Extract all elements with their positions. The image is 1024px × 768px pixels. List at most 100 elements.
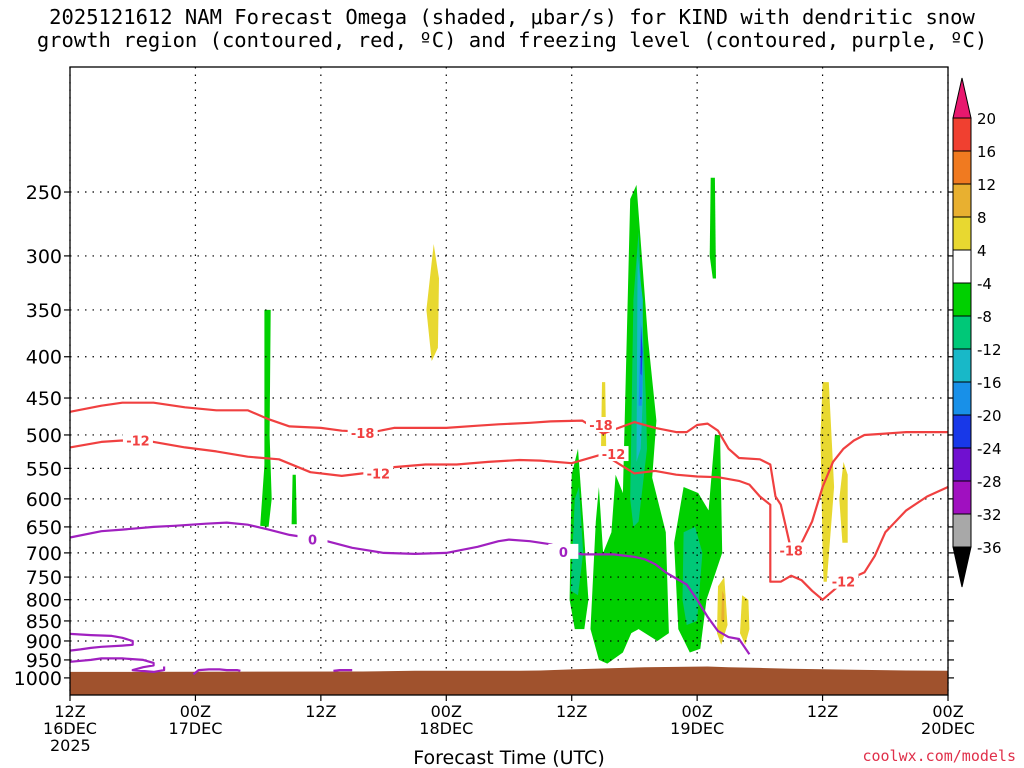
omega-region-17 [839,461,848,543]
y-tick-label-12: 850 [26,611,62,633]
x-tick-label-7-0: 00Z [932,702,963,721]
chart-title-line-1: 2025121612 NAM Forecast Omega (shaded, μ… [49,5,975,29]
y-tick-label-11: 800 [26,590,62,612]
temperature_contours-label-bg-1-3 [828,573,859,589]
y-tick-label-7: 600 [26,489,62,511]
y-tick-label-2: 350 [26,300,62,322]
temperature_contours-label-bg-0-0 [347,424,378,440]
temperature_contours-label-0-2: -18 [779,544,803,559]
temperature_contours-label-1-0: -12 [126,435,150,450]
x-tick-label-0-2: 2025 [50,736,91,755]
temperature_contours-label-bg-0-2 [776,542,807,558]
colorbar-label-13: -36 [977,539,1002,557]
y-tick-label-14: 950 [26,650,62,672]
colorbar-label-5: -4 [977,275,992,293]
colorbar-label-7: -12 [977,341,1002,359]
y-tick-label-9: 700 [26,543,62,565]
colorbar: 20 16 12 8 4 -4 -8 -12 -16 -20 -24 -28 -32 -36 [952,77,1002,588]
colorbar-box-8 [952,348,972,383]
x-tick-label-4-0: 12Z [556,702,587,721]
x-tick-label-3-1: 18DEC [419,719,473,738]
colorbar-bottom-triangle [952,546,972,588]
colorbar-label-12: -32 [977,506,1002,524]
axes-layer: 2503003504004505005506006507007508008509… [14,66,975,755]
y-tick-label-8: 650 [26,517,62,539]
colorbar-box-4 [952,216,972,251]
freezing_contours-label-0-0: 0 [308,534,317,549]
colorbar-label-6: -8 [977,308,992,326]
x-tick-label-0-1: 16DEC [43,719,97,738]
omega-region-9 [636,255,643,462]
temperature_contours-label-1-3: -12 [832,576,856,591]
y-tick-label-4: 450 [26,388,62,410]
temperature_contours-line-0 [69,401,948,552]
y-tick-label-5: 500 [26,425,62,447]
omega-region-5 [709,177,716,279]
y-tick-label-15: 1000 [14,668,62,690]
omega-region-15 [740,595,750,645]
temperature_contours-label-1-2: -12 [602,448,626,463]
omega-region-13 [601,382,607,449]
colorbar-top-triangle [952,77,972,119]
temperature_contours-label-bg-1-2 [598,446,629,462]
temperature_contours-line-1 [69,439,949,601]
omega-region-16 [820,382,835,582]
freezing_contours-line-0 [69,521,751,655]
source-watermark: coolwx.com/models [862,747,1016,765]
colorbar-label-10: -24 [977,440,1002,458]
colorbar-box-2 [952,150,972,185]
temperature_contours-label-bg-0-1 [585,417,616,433]
y-tick-label-10: 750 [26,567,62,589]
y-tick-label-1: 300 [26,246,62,268]
x-axis-label: Forecast Time (UTC) [413,747,604,768]
omega-region-12 [426,244,439,362]
terrain-fill [70,666,948,695]
chart-title: 2025121612 NAM Forecast Omega (shaded, μ… [0,6,1024,52]
colorbar-box-10 [952,414,972,449]
freezing_contours-line-4 [333,668,353,672]
contour-lines-layer: -18 -18 -18 -12 -12 -12 -12 0 0 [69,401,949,676]
colorbar-box-12 [952,480,972,515]
freezing_contours-label-bg-0-0 [297,531,328,547]
temperature_contours-label-bg-1-0 [122,432,153,448]
freezing_contours-label-0-1: 0 [559,546,568,561]
colorbar-label-8: -16 [977,374,1002,392]
grid-layer [69,67,949,695]
x-tick-label-2-0: 12Z [305,702,336,721]
colorbar-box-11 [952,447,972,482]
terrain-layer [70,666,948,695]
x-tick-label-6-0: 12Z [807,702,838,721]
omega-region-1 [291,474,297,525]
y-tick-label-3: 400 [26,347,62,369]
x-tick-label-5-0: 00Z [681,702,712,721]
y-tick-label-0: 250 [26,182,62,204]
colorbar-box-13 [952,513,972,548]
colorbar-box-5 [952,249,972,284]
chart-title-line-2: growth region (contoured, red, ºC) and f… [36,28,988,52]
colorbar-label-2: 12 [977,176,996,194]
colorbar-label-11: -28 [977,473,1002,491]
y-tick-label-13: 900 [26,631,62,653]
colorbar-label-0: 20 [977,110,996,128]
colorbar-box-3 [952,183,972,218]
x-tick-label-7-1: 20DEC [921,719,975,738]
temperature_contours-label-bg-1-1 [363,465,394,481]
temperature_contours-label-1-1: -12 [367,467,391,482]
plot-frame [69,66,949,696]
colorbar-label-4: 4 [977,242,987,260]
colorbar-box-7 [952,315,972,350]
freezing_contours-label-bg-0-1 [548,543,579,559]
colorbar-label-1: 16 [977,143,996,161]
freezing_contours-line-1 [69,632,134,652]
x-tick-label-3-0: 00Z [431,702,462,721]
temperature_contours-label-0-0: -18 [351,427,375,442]
omega-region-11 [640,324,643,376]
colorbar-label-3: 8 [977,209,987,227]
y-tick-label-6: 550 [26,458,62,480]
freezing_contours-line-3 [192,668,241,676]
x-tick-label-5-1: 19DEC [670,719,724,738]
colorbar-box-1 [952,117,972,152]
colorbar-label-9: -20 [977,407,1002,425]
x-tick-label-1-1: 17DEC [168,719,222,738]
